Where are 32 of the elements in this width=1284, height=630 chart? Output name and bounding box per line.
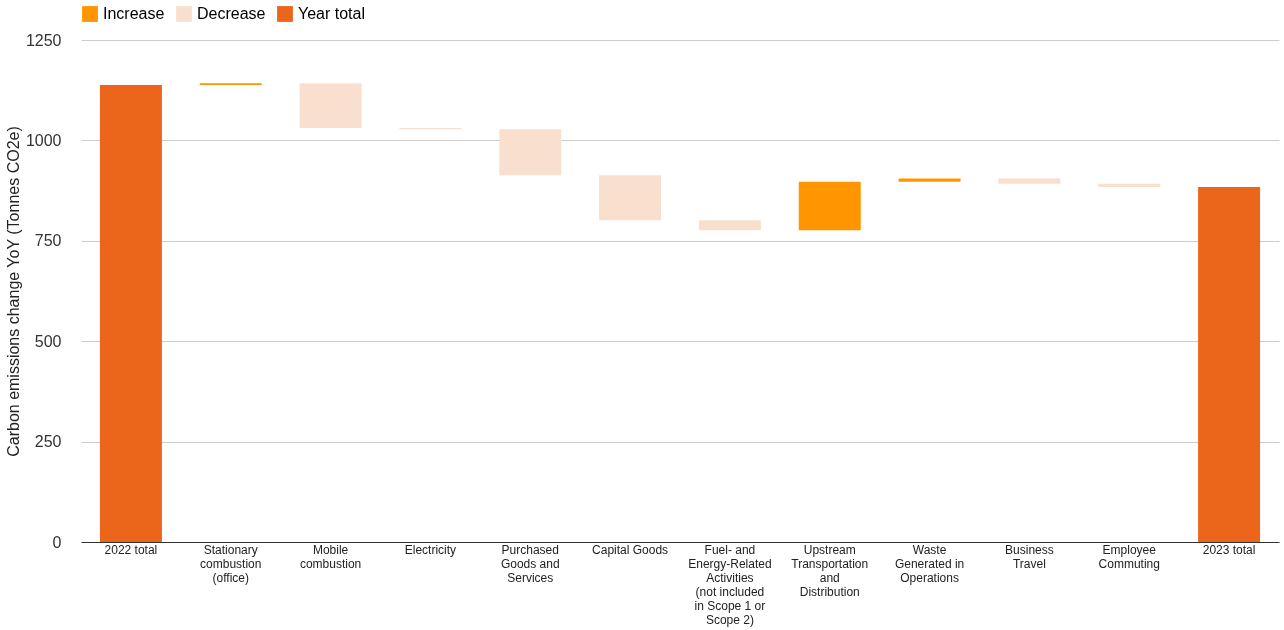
y-axis-title: Carbon emissions change YoY (Tonnes CO2e) (4, 126, 22, 457)
y-tick-label: 750 (34, 232, 62, 250)
y-tick-label: 250 (34, 433, 62, 451)
x-tick-label: Business Travel (1005, 542, 1054, 571)
x-tick-label: Electricity (404, 542, 457, 557)
x-tick-label: Mobile combustion (299, 542, 362, 571)
bar (499, 129, 562, 176)
bar (698, 220, 761, 231)
legend-label: Decrease (197, 5, 266, 22)
x-tick-label: Stationary combustion (office) (200, 542, 262, 585)
legend-label: Increase (103, 5, 165, 22)
x-tick-label: Capital Goods (592, 542, 669, 557)
bar (299, 83, 362, 128)
bar (599, 175, 662, 221)
x-tick-label: 2022 total (104, 542, 158, 557)
bar (1198, 186, 1261, 542)
bar (898, 178, 961, 182)
x-tick-label: Fuel- and Energy-Related Activities (not included in Scope 1 or Scope 2) (688, 542, 772, 627)
bar (99, 84, 162, 542)
y-tick-label: 1000 (25, 131, 62, 149)
bar (998, 178, 1061, 184)
bar (1098, 183, 1161, 187)
x-tick-label: Waste Generated in Operations (894, 542, 965, 585)
x-tick-label: Purchased Goods and Services (500, 542, 560, 585)
y-tick-label: 1250 (25, 31, 62, 49)
x-tick-label: Employee Commuting (1098, 542, 1160, 571)
x-tick-label: Upstream Transportation and Distribution (791, 542, 869, 599)
legend-label: Year total (298, 5, 366, 22)
y-tick-label: 0 (52, 533, 62, 551)
bar (798, 181, 861, 231)
y-tick-label: 500 (34, 332, 62, 350)
x-tick-label: 2023 total (1202, 542, 1256, 557)
